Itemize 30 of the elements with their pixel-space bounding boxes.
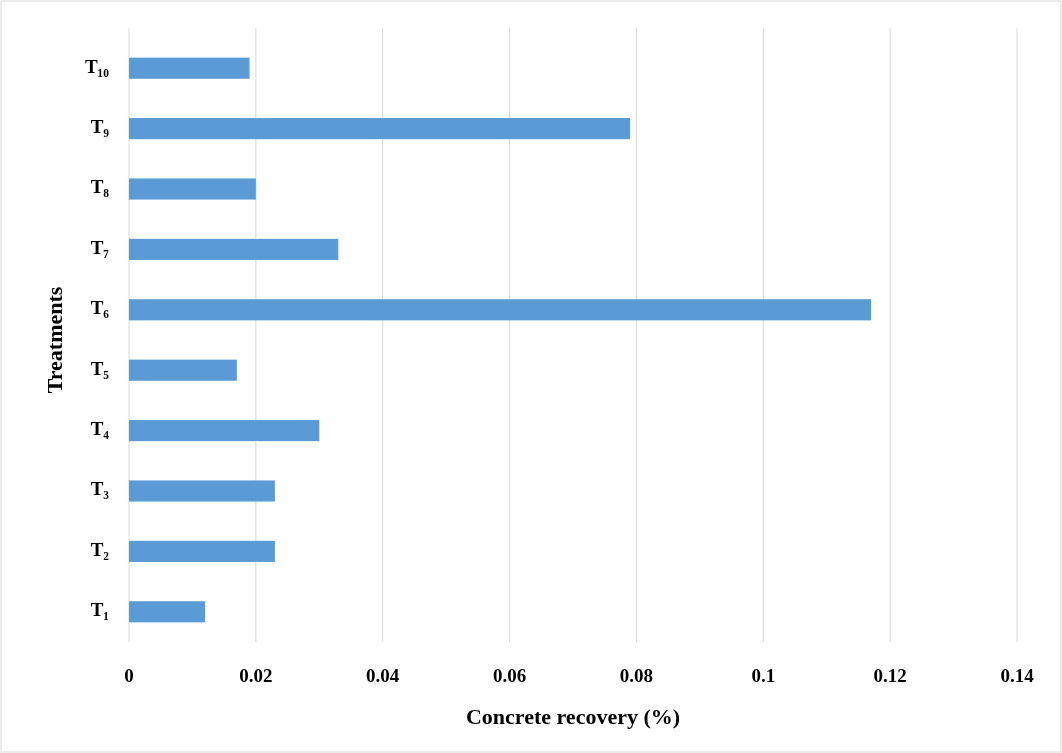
x-tick-label: 0.02 (239, 665, 273, 686)
bar (129, 540, 275, 562)
y-tick-label: T₇ (90, 236, 110, 258)
bar (129, 359, 237, 381)
x-tick-label: 0.08 (619, 665, 654, 686)
x-tick-label: 0.04 (366, 665, 400, 686)
y-tick-label: T₁ (90, 599, 109, 621)
y-axis-title: Treatments (42, 286, 67, 394)
y-tick-label: T₄ (90, 417, 110, 439)
bar (129, 118, 631, 140)
bar (129, 420, 320, 442)
bar (129, 238, 339, 260)
y-tick-label: T₉ (90, 115, 110, 137)
bar (129, 480, 275, 502)
x-axis-title: Concrete recovery (%) (465, 704, 681, 729)
y-tick-label: T₂ (90, 538, 110, 560)
bar (129, 57, 250, 79)
y-tick-label: T₅ (90, 357, 110, 379)
y-tick-label: T₆ (90, 297, 110, 319)
bar (129, 178, 256, 200)
x-tick-label: 0.14 (1000, 665, 1035, 686)
x-tick-label: 0.12 (873, 665, 907, 686)
y-tick-label: T₃ (90, 478, 110, 500)
y-tick-label: T₁₀ (84, 55, 110, 77)
x-tick-label: 0.06 (492, 665, 527, 686)
y-tick-label: T₈ (90, 176, 110, 198)
x-tick-label: 0.1 (751, 665, 776, 686)
bar (129, 299, 872, 321)
x-tick-label: 0 (124, 665, 134, 686)
bar (129, 601, 206, 623)
